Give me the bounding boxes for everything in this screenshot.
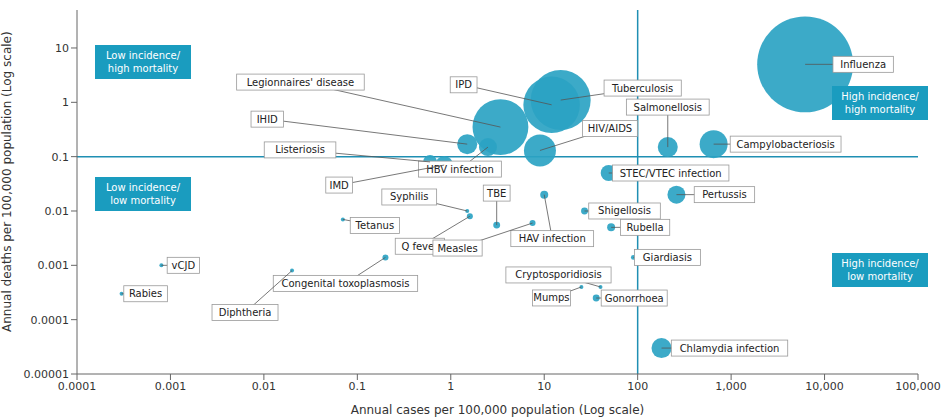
svg-text:IPD: IPD — [455, 79, 472, 90]
svg-text:10,000: 10,000 — [805, 380, 844, 393]
svg-text:Legionnaires' disease: Legionnaires' disease — [247, 77, 355, 88]
svg-text:Chlamydia infection: Chlamydia infection — [680, 343, 780, 354]
html-text:high mortality: high mortality — [107, 63, 179, 74]
svg-text:Shigellosis: Shigellosis — [598, 205, 651, 216]
svg-text:0.01: 0.01 — [45, 205, 70, 218]
svg-text:HAV infection: HAV infection — [519, 233, 586, 244]
svg-text:STEC/VTEC infection: STEC/VTEC infection — [620, 168, 722, 179]
svg-text:Pertussis: Pertussis — [702, 189, 747, 200]
svg-text:Measles: Measles — [437, 243, 477, 254]
svg-text:Annual cases per 100,000 popul: Annual cases per 100,000 population (Log… — [351, 403, 645, 417]
svg-text:1: 1 — [62, 96, 69, 109]
html-text:high mortality: high mortality — [844, 104, 916, 115]
svg-text:Tuberculosis: Tuberculosis — [611, 83, 673, 94]
html-text:low mortality: low mortality — [110, 195, 176, 206]
svg-text:Annual deaths per 100,000 popu: Annual deaths per 100,000 population (Lo… — [8, 31, 14, 332]
svg-text:Cryptosporidiosis: Cryptosporidiosis — [515, 269, 601, 280]
svg-text:Congenital toxoplasmosis: Congenital toxoplasmosis — [281, 278, 409, 289]
svg-text:Syphilis: Syphilis — [390, 191, 429, 202]
svg-text:HBV infection: HBV infection — [426, 164, 494, 175]
svg-text:1: 1 — [447, 380, 454, 393]
svg-text:Giardiasis: Giardiasis — [643, 252, 692, 263]
svg-text:vCJD: vCJD — [172, 260, 196, 271]
svg-text:Campylobacteriosis: Campylobacteriosis — [736, 139, 834, 150]
svg-text:0.0001: 0.0001 — [58, 380, 97, 393]
svg-text:Rubella: Rubella — [627, 222, 664, 233]
svg-text:IHID: IHID — [257, 114, 278, 125]
svg-text:1,000: 1,000 — [715, 380, 747, 393]
svg-text:Mumps: Mumps — [533, 292, 569, 303]
svg-text:0.01: 0.01 — [252, 380, 277, 393]
svg-text:HIV/AIDS: HIV/AIDS — [588, 123, 633, 134]
svg-text:0.1: 0.1 — [52, 151, 70, 164]
svg-text:100: 100 — [627, 380, 648, 393]
svg-text:0.0001: 0.0001 — [31, 314, 70, 327]
html-text:High incidence/: High incidence/ — [841, 91, 919, 102]
svg-text:Listeriosis: Listeriosis — [275, 144, 325, 155]
svg-text:0.001: 0.001 — [38, 259, 70, 272]
svg-text:Rabies: Rabies — [129, 288, 162, 299]
html-text:Low incidence/: Low incidence/ — [105, 50, 181, 61]
html-text:High incidence/: High incidence/ — [841, 258, 919, 269]
svg-text:IMD: IMD — [330, 180, 350, 191]
svg-text:100,000: 100,000 — [895, 380, 935, 393]
svg-text:Gonorrhoea: Gonorrhoea — [605, 293, 664, 304]
html-text:Low incidence/: Low incidence/ — [105, 182, 181, 193]
html-text:low mortality: low mortality — [847, 271, 913, 282]
svg-text:TBE: TBE — [486, 188, 506, 199]
svg-text:10: 10 — [537, 380, 551, 393]
svg-text:Diphtheria: Diphtheria — [219, 307, 272, 318]
svg-text:Salmonellosis: Salmonellosis — [634, 102, 702, 113]
svg-text:10: 10 — [55, 42, 69, 55]
svg-text:Influenza: Influenza — [840, 59, 886, 70]
svg-text:0.001: 0.001 — [155, 380, 187, 393]
svg-text:Q fever: Q fever — [401, 240, 439, 252]
svg-text:0.1: 0.1 — [349, 380, 367, 393]
svg-text:0.00001: 0.00001 — [24, 368, 70, 381]
svg-text:Tetanus: Tetanus — [355, 220, 395, 231]
